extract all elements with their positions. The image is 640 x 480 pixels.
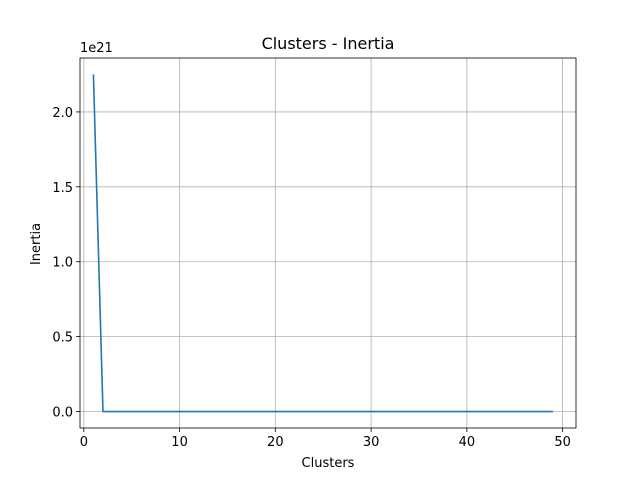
x-axis-label: Clusters xyxy=(302,456,355,471)
y-tick-label: 1.0 xyxy=(52,256,73,271)
y-tick-label: 1.5 xyxy=(52,181,73,196)
x-tick-label: 50 xyxy=(554,435,571,450)
y-tick-label: 0.5 xyxy=(52,331,73,346)
tick-layer: 0 10 20 30 40 50 0.0 0.5 1.0 1.5 2.0 xyxy=(52,106,571,450)
axes-frame xyxy=(79,57,577,429)
x-tick-label: 10 xyxy=(171,435,188,450)
x-tick-label: 30 xyxy=(363,435,380,450)
x-tick-label: 20 xyxy=(267,435,284,450)
y-axis-label: Inertia xyxy=(29,223,44,265)
series-layer xyxy=(92,74,554,413)
inertia-series-line xyxy=(92,74,554,413)
x-tick-label: 0 xyxy=(80,435,88,450)
y-tick-label: 0.0 xyxy=(52,406,73,421)
y-tick-label: 2.0 xyxy=(52,106,73,121)
y-axis-offset-text: 1e21 xyxy=(80,41,113,56)
x-tick-label: 40 xyxy=(459,435,476,450)
chart-title: Clusters - Inertia xyxy=(262,34,395,53)
